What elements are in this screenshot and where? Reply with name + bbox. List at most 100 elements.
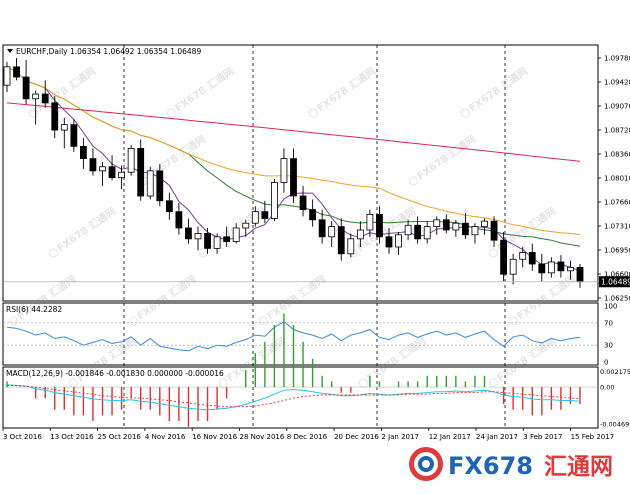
candle-body [290, 158, 297, 197]
macd-tick-label: 0.002175 [600, 368, 630, 376]
watermark-text: FX678 汇通网 [494, 334, 558, 384]
candle-body [452, 222, 460, 231]
price-tick-label: 1.06250 [604, 295, 630, 303]
watermark-text: FX678 汇通网 [54, 204, 118, 254]
watermark-text: FX678 汇通网 [314, 64, 378, 114]
time-tick-label: 13 Oct 2016 [50, 433, 94, 441]
price-tick-label: 1.09070 [604, 103, 630, 111]
watermark: FX678 汇通网 [308, 64, 378, 118]
ma-long-line [6, 102, 581, 162]
watermark-icon [488, 378, 498, 388]
price-tick-label: 1.08720 [604, 127, 630, 135]
candle-body [461, 222, 469, 236]
candle-body [175, 211, 183, 229]
candle-body [509, 258, 517, 275]
time-tick-label: 4 Nov 2016 [145, 433, 186, 441]
watermark-icon [358, 378, 368, 388]
watermark-icon [308, 108, 318, 118]
watermark: FX678 汇通网 [28, 64, 98, 118]
candle-body [366, 213, 374, 231]
candle-body [204, 233, 211, 249]
time-tick-label: 15 Feb 2017 [571, 433, 615, 441]
collapse-triangle-icon[interactable] [7, 49, 13, 53]
candle-body [127, 148, 135, 173]
symbol-info-label: EURCHF,Daily 1.06354 1.06492 1.06354 1.0… [16, 47, 201, 56]
candle-body [347, 238, 355, 255]
candle-body [423, 226, 431, 240]
candle-body [576, 267, 584, 283]
watermark: FX678 汇通网 [128, 272, 198, 326]
candle-body [280, 158, 288, 183]
watermark-text: FX678 汇通网 [414, 132, 478, 182]
rsi-tick-label: 0 [604, 359, 608, 367]
watermark-icon [8, 316, 18, 326]
price-axis: 1.09780 1.09420 1.09070 1.08720 1.08360 1.080… [598, 55, 630, 303]
candle-body [156, 170, 164, 202]
price-tick-label: 1.09780 [604, 55, 630, 63]
watermark: FX678 汇通网 [488, 334, 558, 388]
rsi-panel-frame [2, 302, 599, 366]
watermark: FX678 汇通网 [8, 272, 78, 326]
price-tick-label: 1.08360 [604, 151, 630, 159]
candle-body [3, 66, 11, 86]
candle-body [557, 261, 565, 272]
watermark-icon [198, 248, 208, 258]
candle-body [567, 267, 574, 272]
candle-body [471, 226, 479, 236]
time-tick-label: 3 Feb 2017 [523, 433, 562, 441]
candle-body [528, 252, 536, 265]
candle-body [270, 182, 278, 219]
candle-body [32, 93, 40, 100]
watermark-text: FX678 汇通网 [224, 334, 288, 384]
time-tick-label: 24 Jan 2017 [476, 433, 518, 441]
macd-line [6, 384, 581, 411]
macd-tick-label: -0.004695 [600, 421, 630, 429]
candle-body [251, 211, 259, 224]
watermark-text: FX678 汇通网 [134, 272, 198, 322]
macd-indicator: 0.002175 0.00 -0.004695 [3, 313, 630, 429]
candle-body [165, 200, 173, 213]
logo-circle-icon [409, 447, 443, 481]
candle-body [232, 227, 240, 242]
candle-body [538, 263, 546, 274]
watermark: FX678 汇通网 [166, 64, 236, 118]
time-tick-label: 12 Jan 2017 [429, 433, 471, 441]
rsi-tick-label: 100 [604, 303, 617, 311]
candle-body [328, 226, 336, 238]
macd-tick-label: 0.00 [600, 384, 614, 392]
candle-body [356, 229, 364, 240]
watermark-icon [408, 176, 418, 186]
candle-body [414, 224, 422, 240]
watermark-text: FX678 汇通网 [514, 272, 578, 322]
period-separators [123, 45, 506, 428]
candle-body [337, 226, 345, 255]
candle-body [404, 224, 412, 236]
candle-body [500, 239, 508, 275]
candle-body [60, 124, 68, 131]
watermark-icon [68, 378, 78, 388]
watermark-text: FX678 汇通网 [364, 334, 428, 384]
watermark: FX678 汇通网 [460, 64, 530, 118]
candles [3, 58, 584, 288]
price-panel-frame [2, 44, 599, 302]
price-tick-label: 1.06950 [604, 247, 630, 255]
price-tick-label: 1.06600 [604, 271, 630, 279]
macd-label: MACD(12,26,9) -0.001846 -0.001830 0.0000… [6, 369, 224, 378]
candle-body [13, 66, 20, 78]
watermark-icon [460, 108, 470, 118]
watermark-text: FX678 汇通网 [264, 272, 328, 322]
macd-panel-frame [2, 366, 599, 429]
logo-brand: FX678 [448, 452, 533, 480]
watermark-text: FX678 汇通网 [34, 64, 98, 114]
watermark-icon [218, 378, 228, 388]
time-tick-label: 20 Dec 2016 [334, 433, 379, 441]
candle-body [442, 219, 450, 231]
rsi-label: RSI(6) 44.2282 [6, 305, 62, 314]
candle-body [41, 93, 49, 104]
macd-signal-line [7, 385, 581, 408]
panel-frames [2, 44, 599, 429]
watermark-text: FX678 汇通网 [172, 64, 236, 114]
price-tick-label: 1.07310 [604, 223, 630, 231]
